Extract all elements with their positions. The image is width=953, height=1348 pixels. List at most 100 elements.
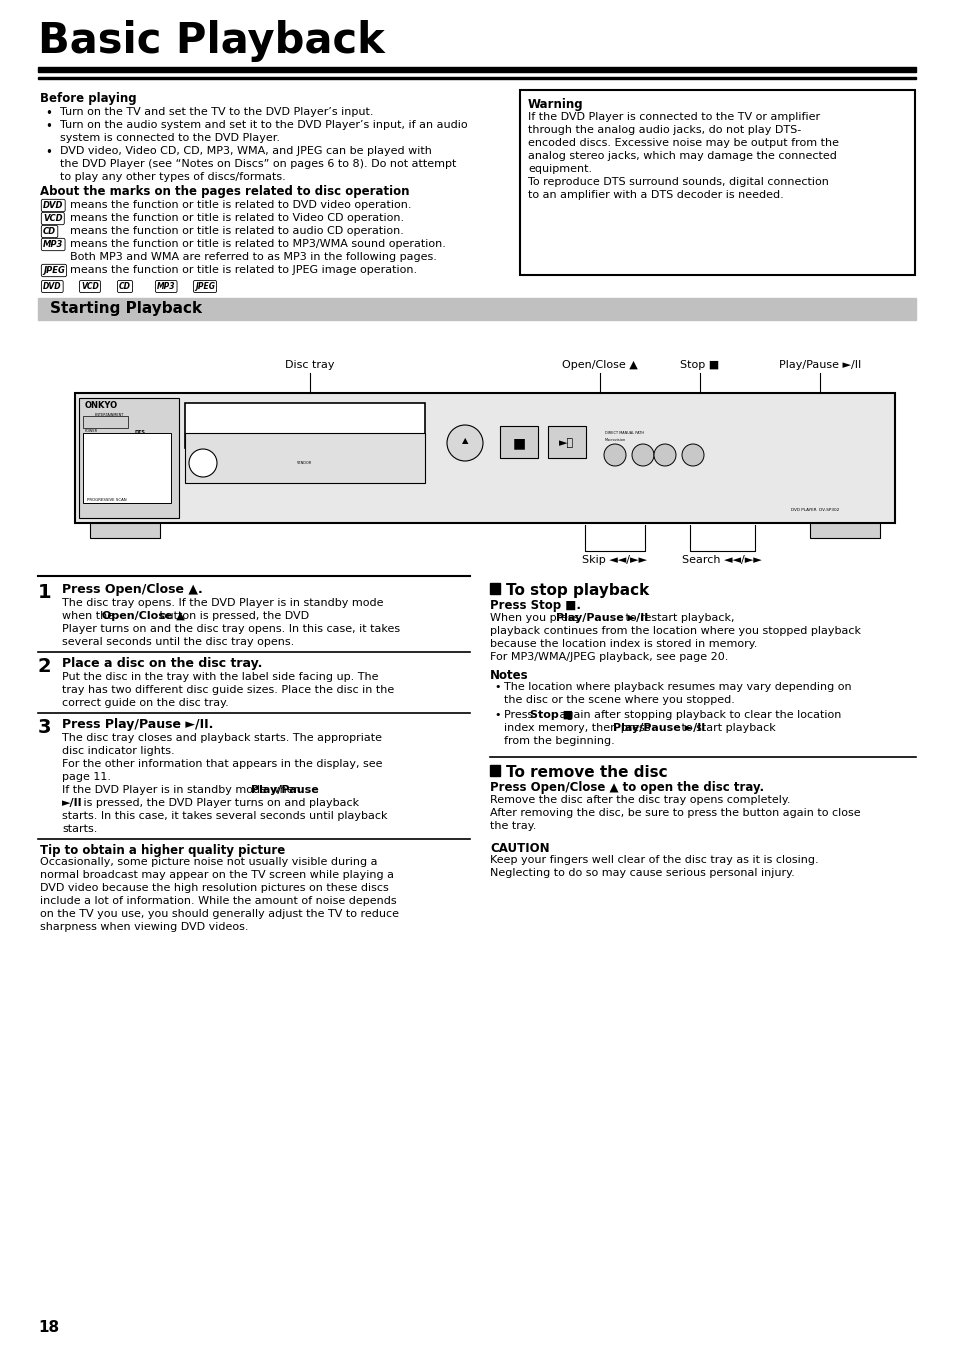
Text: include a lot of information. While the amount of noise depends: include a lot of information. While the … — [40, 896, 396, 906]
Text: To stop playback: To stop playback — [505, 582, 649, 599]
Text: JPEG: JPEG — [43, 266, 65, 275]
Text: The disc tray opens. If the DVD Player is in standby mode: The disc tray opens. If the DVD Player i… — [62, 599, 383, 608]
Text: on the TV you use, you should generally adjust the TV to reduce: on the TV you use, you should generally … — [40, 909, 398, 919]
Text: Notes: Notes — [490, 669, 528, 682]
Text: DVD video because the high resolution pictures on these discs: DVD video because the high resolution pi… — [40, 883, 388, 892]
Text: 2: 2 — [38, 656, 51, 675]
Text: correct guide on the disc tray.: correct guide on the disc tray. — [62, 698, 229, 708]
Circle shape — [603, 443, 625, 466]
Text: To reproduce DTS surround sounds, digital connection: To reproduce DTS surround sounds, digita… — [527, 177, 828, 187]
Text: several seconds until the disc tray opens.: several seconds until the disc tray open… — [62, 638, 294, 647]
Bar — [490, 766, 499, 776]
Text: through the analog audio jacks, do not play DTS-: through the analog audio jacks, do not p… — [527, 125, 801, 135]
Text: Disc tray: Disc tray — [285, 360, 335, 369]
Text: Neglecting to do so may cause serious personal injury.: Neglecting to do so may cause serious pe… — [490, 868, 794, 878]
Text: For MP3/WMA/JPEG playback, see page 20.: For MP3/WMA/JPEG playback, see page 20. — [490, 652, 727, 662]
Text: When you press: When you press — [490, 613, 582, 623]
Circle shape — [654, 443, 676, 466]
Text: Press Stop ■.: Press Stop ■. — [490, 599, 580, 612]
Text: Starting Playback: Starting Playback — [50, 301, 202, 315]
Bar — [38, 298, 915, 319]
Bar — [83, 417, 128, 429]
Text: from the beginning.: from the beginning. — [503, 736, 614, 745]
Text: 1: 1 — [38, 582, 51, 603]
Text: PROGRESSIVE SCAN: PROGRESSIVE SCAN — [87, 497, 127, 501]
Circle shape — [447, 425, 482, 461]
Bar — [499, 426, 537, 458]
Text: is pressed, the DVD Player turns on and playback: is pressed, the DVD Player turns on and … — [80, 798, 358, 807]
Text: means the function or title is related to audio CD operation.: means the function or title is related t… — [70, 226, 403, 236]
Text: If the DVD Player is connected to the TV or amplifier: If the DVD Player is connected to the TV… — [527, 112, 820, 123]
Text: CD: CD — [119, 282, 131, 291]
Bar — [38, 77, 915, 80]
Text: Remove the disc after the disc tray opens completely.: Remove the disc after the disc tray open… — [490, 795, 790, 805]
Bar — [185, 433, 424, 483]
Text: to an amplifier with a DTS decoder is needed.: to an amplifier with a DTS decoder is ne… — [527, 190, 783, 200]
Text: starts. In this case, it takes several seconds until playback: starts. In this case, it takes several s… — [62, 811, 387, 821]
Text: analog stereo jacks, which may damage the connected: analog stereo jacks, which may damage th… — [527, 151, 836, 160]
Text: DVD: DVD — [43, 282, 62, 291]
Text: the disc or the scene where you stopped.: the disc or the scene where you stopped. — [503, 696, 734, 705]
Text: sharpness when viewing DVD videos.: sharpness when viewing DVD videos. — [40, 922, 248, 931]
Text: Open/Close ▲: Open/Close ▲ — [561, 360, 638, 369]
Text: means the function or title is related to JPEG image operation.: means the function or title is related t… — [70, 266, 416, 275]
Text: ENTERTAINMENT: ENTERTAINMENT — [95, 412, 124, 417]
Bar — [490, 582, 499, 594]
Text: Play/Pause ►/II: Play/Pause ►/II — [778, 360, 861, 369]
Text: ONKYO: ONKYO — [85, 400, 118, 410]
Text: normal broadcast may appear on the TV screen while playing a: normal broadcast may appear on the TV sc… — [40, 869, 394, 880]
Text: Turn on the TV and set the TV to the DVD Player’s input.: Turn on the TV and set the TV to the DVD… — [60, 106, 374, 117]
Text: ▲: ▲ — [461, 437, 468, 445]
Text: Press Open/Close ▲.: Press Open/Close ▲. — [62, 582, 203, 596]
Text: Player turns on and the disc tray opens. In this case, it takes: Player turns on and the disc tray opens.… — [62, 624, 399, 634]
Text: •: • — [45, 146, 51, 159]
Text: Basic Playback: Basic Playback — [38, 20, 384, 62]
Circle shape — [631, 443, 654, 466]
Text: JPEG: JPEG — [194, 282, 214, 291]
Text: The location where playback resumes may vary depending on: The location where playback resumes may … — [503, 682, 851, 692]
Text: After removing the disc, be sure to press the button again to close: After removing the disc, be sure to pres… — [490, 807, 860, 818]
Bar — [83, 433, 171, 503]
Text: CAUTION: CAUTION — [490, 842, 549, 855]
Text: CD: CD — [43, 226, 56, 236]
Text: For the other information that appears in the display, see: For the other information that appears i… — [62, 759, 382, 768]
Circle shape — [681, 443, 703, 466]
Text: •: • — [494, 682, 500, 692]
Text: encoded discs. Excessive noise may be output from the: encoded discs. Excessive noise may be ou… — [527, 137, 838, 148]
Text: ►⏸: ►⏸ — [558, 438, 574, 448]
Bar — [90, 523, 160, 538]
Text: About the marks on the pages related to disc operation: About the marks on the pages related to … — [40, 185, 409, 198]
Text: to start playback: to start playback — [678, 723, 775, 733]
Text: Place a disc on the disc tray.: Place a disc on the disc tray. — [62, 656, 262, 670]
Text: Play/Pause ►/II: Play/Pause ►/II — [612, 723, 704, 733]
Text: Press Open/Close ▲ to open the disc tray.: Press Open/Close ▲ to open the disc tray… — [490, 780, 763, 794]
Text: •: • — [494, 710, 500, 720]
Text: means the function or title is related to Video CD operation.: means the function or title is related t… — [70, 213, 404, 222]
Text: Keep your fingers well clear of the disc tray as it is closing.: Keep your fingers well clear of the disc… — [490, 855, 818, 865]
Text: •: • — [45, 106, 51, 120]
Text: MP3: MP3 — [43, 240, 63, 249]
Text: Search ◄◄/►►: Search ◄◄/►► — [681, 555, 761, 565]
Text: •: • — [45, 120, 51, 133]
Text: MP3: MP3 — [157, 282, 175, 291]
Text: Skip ◄◄/►►: Skip ◄◄/►► — [582, 555, 647, 565]
Text: If the DVD Player is in standby mode when: If the DVD Player is in standby mode whe… — [62, 785, 304, 795]
Text: Put the disc in the tray with the label side facing up. The: Put the disc in the tray with the label … — [62, 673, 378, 682]
Bar — [519, 90, 914, 275]
Text: Macrovision: Macrovision — [604, 438, 625, 442]
Text: Warning: Warning — [527, 98, 583, 111]
Text: Occasionally, some picture noise not usually visible during a: Occasionally, some picture noise not usu… — [40, 857, 377, 867]
Bar — [547, 426, 585, 458]
Text: POWER: POWER — [85, 429, 98, 433]
Text: 18: 18 — [38, 1320, 59, 1335]
Text: Stop ■: Stop ■ — [679, 360, 719, 369]
Text: Press Play/Pause ►/II.: Press Play/Pause ►/II. — [62, 718, 213, 731]
Text: Open/Close ▲: Open/Close ▲ — [102, 611, 185, 621]
Text: VCD: VCD — [81, 282, 99, 291]
Bar — [38, 67, 915, 71]
Text: means the function or title is related to MP3/WMA sound operation.: means the function or title is related t… — [70, 239, 445, 249]
Text: to restart playback,: to restart playback, — [621, 613, 734, 623]
Text: system is connected to the DVD Player.: system is connected to the DVD Player. — [60, 133, 280, 143]
Bar — [75, 394, 894, 523]
Text: to play any other types of discs/formats.: to play any other types of discs/formats… — [60, 173, 286, 182]
